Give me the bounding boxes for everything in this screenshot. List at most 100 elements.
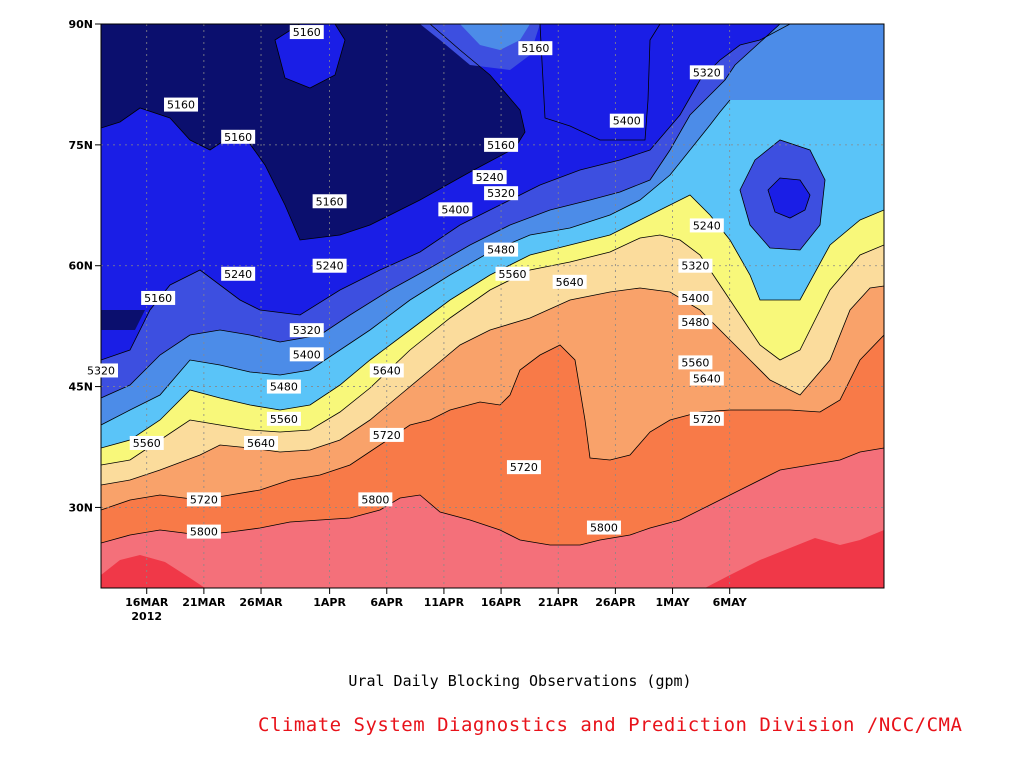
contour-label-text: 5720 [693,413,721,426]
contour-label-bg [369,363,404,378]
contour-label: 5640 [689,371,724,386]
x-tick-label: 16MAR [125,596,169,609]
contour-label-text: 5320 [681,260,709,273]
contour-label: 5720 [369,427,404,442]
y-tick-label: 30N [68,501,93,514]
contour-label-text: 5560 [133,437,161,450]
contour-label-bg [289,323,324,338]
contour-label-bg [266,379,301,394]
credit-text: Climate System Diagnostics and Predictio… [258,714,963,736]
contour-label-text: 5320 [87,364,115,377]
contour-label: 5800 [358,492,393,507]
contour-label-text: 5640 [693,373,721,386]
band-5160-island [275,24,345,88]
contour-label-bg [244,435,279,450]
contour-label-bg [358,492,393,507]
contour-label-bg [186,492,221,507]
contour-label-bg [221,129,256,144]
contour-label-bg [609,113,644,128]
contour-label-bg [289,347,324,362]
contour-label: 5480 [484,242,519,257]
contour-label-bg [689,65,724,80]
contour-label-bg [678,355,713,370]
contour-label-bg [484,242,519,257]
contour-label: 5560 [495,266,530,281]
contour-label-text: 5560 [681,356,709,369]
contour-label: 5320 [484,186,519,201]
x-tick-label: 26MAR [239,596,283,609]
contour-label: 5400 [289,347,324,362]
contour-label-text: 5240 [224,268,252,281]
x-tick-label: 6MAY [713,596,748,609]
contour-label-bg [266,411,301,426]
contour-label-text: 5560 [270,413,298,426]
x-axis-label: Ural Daily Blocking Observations (gpm) [348,672,692,690]
contour-label: 5160 [289,25,324,40]
contour-label: 5160 [484,137,519,152]
x-tick-label: 11APR [424,596,465,609]
contour-label-text: 5480 [681,316,709,329]
x-tick-label: 21MAR [182,596,226,609]
contour-label-bg [678,290,713,305]
contour-label: 5560 [678,355,713,370]
contour-label: 5160 [221,129,256,144]
contour-label-bg [141,290,176,305]
contour-label: 5560 [129,435,164,450]
band-5160-island2 [101,180,115,260]
contour-labels: 5160 5160 5160 5160 5160 5160 5160 5240 5240 5240… [84,25,724,539]
y-axis: 30N 45N 60N 75N 90N [68,18,101,514]
contour-label-bg [678,258,713,273]
contour-label-text: 5800 [361,493,389,506]
contour-label-bg [312,258,347,273]
contour-label: 5320 [289,323,324,338]
x-tick-label: 26APR [595,596,636,609]
contour-label-text: 5160 [144,292,172,305]
contour-label: 5640 [369,363,404,378]
contour-label-bg [689,218,724,233]
contour-label-text: 5800 [590,522,618,535]
contour-label-bg [552,274,587,289]
contour-label-text: 5720 [190,493,218,506]
contour-label-text: 5160 [224,131,252,144]
x-tick-label: 6APR [370,596,403,609]
contour-label: 5240 [312,258,347,273]
contour-label: 5240 [689,218,724,233]
contour-label-text: 5720 [373,429,401,442]
plot-frame [100,23,885,589]
y-tick-label: 90N [68,18,93,31]
contour-label-text: 5320 [487,187,515,200]
contour-label-text: 5240 [316,260,344,273]
contour-label-bg [484,186,519,201]
x-year-label: 2012 [131,610,162,623]
contour-label: 5160 [141,290,176,305]
contour-label-text: 5320 [293,324,321,337]
contour-label: 5800 [586,520,621,535]
contour-label-text: 5160 [316,195,344,208]
contour-label-bg [506,460,541,475]
contour-label-text: 5160 [293,26,321,39]
contour-label-bg [472,170,507,185]
contour-label-bg [518,41,553,56]
plot-area [101,24,884,588]
y-tick-label: 60N [68,260,93,273]
contour-label-bg [678,315,713,330]
contour-label: 5720 [689,411,724,426]
contour-label-text: 5400 [681,292,709,305]
contour-label: 5400 [438,202,473,217]
contour-label-bg [689,411,724,426]
contour-label-text: 5640 [556,276,584,289]
contour-label-text: 5160 [521,42,549,55]
contour-label-text: 5400 [613,115,641,128]
contour-label-bg [484,137,519,152]
contour-label-text: 5400 [293,348,321,361]
contour-label: 5640 [244,435,279,450]
contour-label-bg [586,520,621,535]
band-above-5800-right [705,530,884,588]
y-tick-label: 75N [68,139,93,152]
contour-label: 5720 [506,460,541,475]
x-tick-label: 1MAY [656,596,691,609]
band-5320-top [460,24,530,50]
contour-label-bg [438,202,473,217]
